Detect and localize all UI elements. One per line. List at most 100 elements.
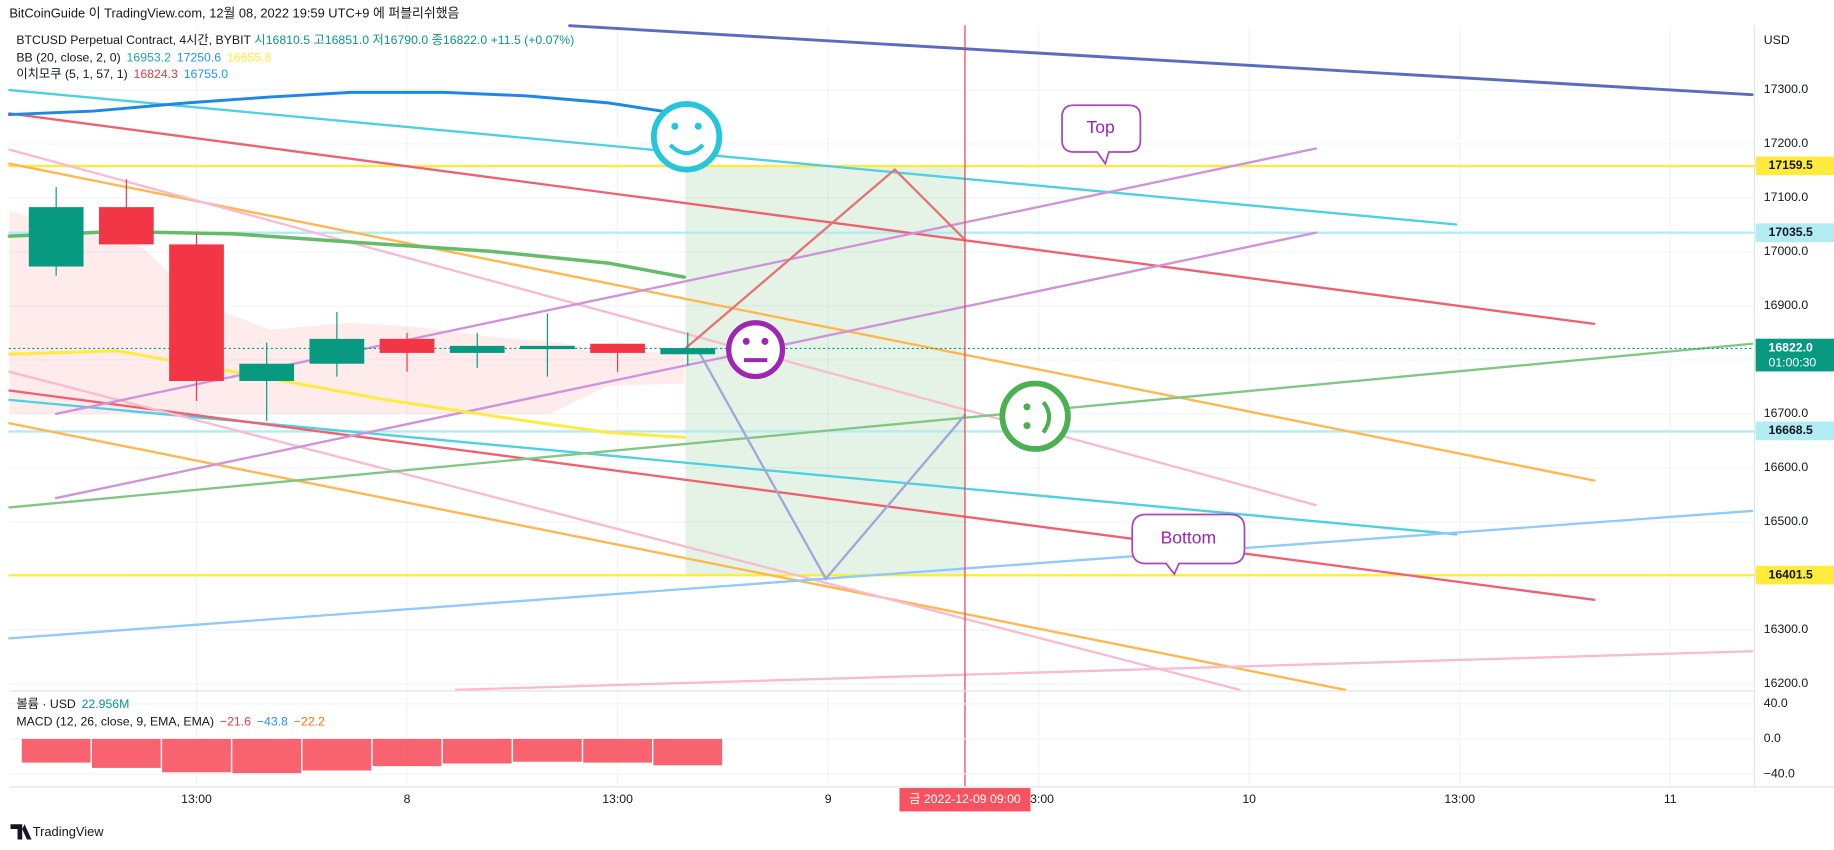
trend-line	[8, 389, 1596, 601]
candle-body	[98, 207, 154, 245]
candle-body	[239, 363, 295, 381]
x-tick-label: 10	[1242, 792, 1256, 806]
legend-main: BTCUSD Perpetual Contract, 4시간, BYBIT 시1…	[16, 33, 574, 47]
macd-histogram-bar	[232, 738, 302, 774]
trend-line	[8, 370, 1241, 691]
indicator-legends: BB (20, close, 2, 0) 16953.2 17250.6 16655.…	[16, 51, 271, 81]
ohlc-change: +11.5 (+0.07%)	[491, 33, 575, 47]
y-tick-label: 17100.0	[1764, 190, 1809, 204]
y-tick-label: 0.0	[1764, 731, 1781, 745]
price-label: 16668.5	[1769, 423, 1814, 437]
macd-histogram-bar	[372, 738, 442, 767]
x-tick-label: 9	[825, 792, 832, 806]
macd-histogram-bar	[513, 738, 582, 762]
candle-body	[590, 343, 645, 353]
drawings	[7, 24, 1756, 787]
trend-line	[454, 650, 1754, 691]
trend-line	[568, 24, 1754, 97]
y-tick-label: 16500.0	[1764, 514, 1809, 528]
y-tick-label: 16200.0	[1764, 676, 1809, 690]
x-tick-label: 13:00	[181, 792, 212, 806]
macd-value: −21.6	[220, 715, 251, 729]
crosshair-label-bg	[899, 788, 1031, 812]
price-label-bg	[1755, 565, 1834, 585]
callout	[1061, 104, 1142, 166]
happy-face	[650, 101, 723, 173]
candle-body	[28, 207, 84, 267]
ohlc: 시16810.5	[254, 33, 310, 47]
macd-value: −22.2	[294, 715, 325, 729]
volume-value: 22.956M	[82, 697, 130, 711]
price-label-bg	[1755, 156, 1834, 176]
y-tick-label: 17200.0	[1764, 136, 1809, 150]
annotation: Top	[1086, 117, 1115, 137]
macd-histogram-bar	[653, 738, 723, 766]
indicator-name: 이치모쿠 (5, 1, 57, 1)	[16, 67, 127, 81]
footer: TradingView	[33, 824, 104, 839]
x-tick-label: 13:00	[1023, 792, 1054, 806]
macd-histogram-bar	[21, 738, 91, 763]
bb-lower	[7, 349, 686, 439]
volume-legend: 볼륨 · USD 22.956M	[16, 697, 129, 711]
indicator-value: 16953.2	[127, 51, 172, 65]
symbol-title: BTCUSD Perpetual Contract, 4시간, BYBIT	[16, 33, 251, 47]
macd-histogram-bar	[162, 738, 231, 773]
indicator-value: 16824.3	[134, 67, 179, 81]
indicator-value: 16655.8	[227, 51, 272, 65]
arrow-path	[684, 167, 967, 350]
y-tick-label: 16300.0	[1764, 622, 1809, 636]
candle-body	[449, 345, 505, 353]
macd-legend: MACD (12, 26, close, 9, EMA, EMA) −21.6 −4…	[16, 715, 325, 729]
ohlc: 고16851.0	[313, 33, 369, 47]
neutral-face	[726, 320, 786, 380]
indicator-value: 17250.6	[177, 51, 222, 65]
y-tick-label: 17000.0	[1764, 244, 1809, 258]
logo	[10, 824, 32, 840]
indicator-legend: BB (20, close, 2, 0) 16953.2 17250.6 16655.…	[16, 51, 271, 65]
macd-histogram-bar	[302, 738, 372, 771]
trend-line	[8, 422, 1347, 691]
trend-line	[8, 148, 1318, 507]
trend-line	[8, 112, 1596, 326]
bb-upper	[7, 90, 686, 117]
price-label-bg	[1755, 223, 1834, 243]
macd-histogram-bar	[442, 738, 512, 764]
macd-name: MACD (12, 26, close, 9, EMA, EMA)	[16, 715, 214, 729]
trend-line	[8, 509, 1754, 640]
x-tick-label: 8	[404, 792, 411, 806]
x-tick-label: 13:00	[1444, 792, 1475, 806]
macd-histogram-bar	[91, 738, 161, 768]
candle-body	[520, 345, 575, 350]
price-label: 17159.5	[1769, 158, 1814, 172]
emojis	[650, 101, 1071, 452]
price-label: 16822.0	[1769, 340, 1814, 354]
volume-name: 볼륨 · USD	[16, 697, 76, 711]
watermark: BitCoinGuide 이 TradingView.com, 12월 08, …	[9, 5, 459, 20]
trend-line	[54, 231, 1318, 500]
axes: 17300.017200.017100.017000.016900.016800…	[181, 82, 1834, 806]
crosshair-label: 금 2022-12-09 09:00	[909, 792, 1021, 806]
ohlc: 종16822.0	[432, 33, 488, 47]
indicator-value: 16755.0	[184, 67, 229, 81]
candle-body	[660, 348, 716, 355]
price-countdown: 01:00:30	[1769, 355, 1817, 369]
price-label: 17035.5	[1769, 225, 1814, 239]
y-tick-label: 16600.0	[1764, 460, 1809, 474]
arrow-path	[697, 349, 967, 581]
currency: USD	[1764, 33, 1790, 47]
y-tick-label: −40.0	[1764, 766, 1795, 780]
y-tick-label: 17300.0	[1764, 82, 1809, 96]
sad-face	[999, 380, 1071, 452]
macd-pane: 40.0 0.0 −40.0 볼륨 · USD 22.956M MACD (12, 26,…	[9, 696, 1795, 780]
x-tick-label: 11	[1664, 792, 1677, 806]
indicator-name: BB (20, close, 2, 0)	[16, 51, 120, 65]
macd-histogram-bar	[583, 738, 652, 763]
y-tick-label: 16900.0	[1764, 298, 1809, 312]
x-tick-label: 13:00	[602, 792, 633, 806]
trend-line	[8, 162, 1596, 482]
price-label: 16401.5	[1769, 567, 1814, 581]
callout	[1131, 513, 1246, 576]
